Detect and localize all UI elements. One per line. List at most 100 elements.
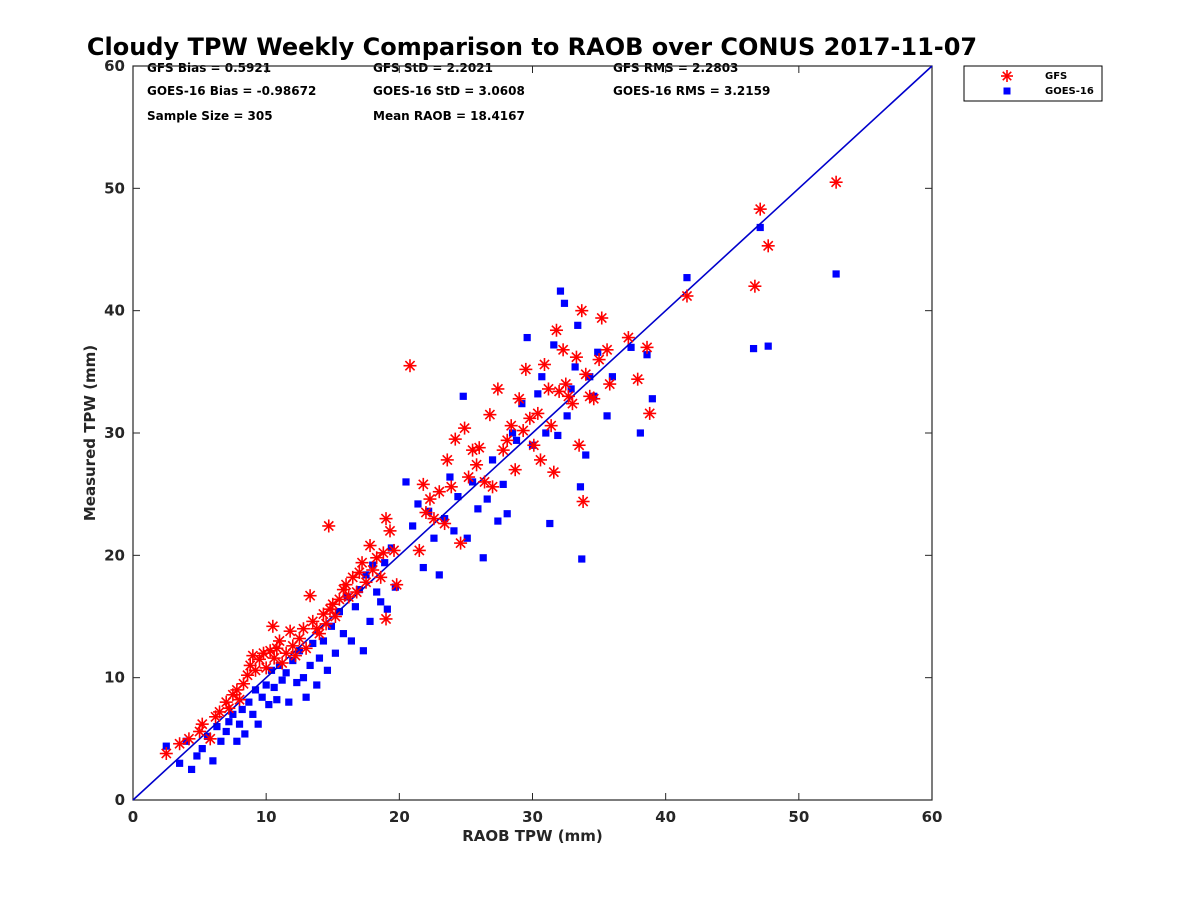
- goes16-point: [213, 723, 221, 731]
- gfs-point: [533, 453, 547, 467]
- gfs-point: [496, 443, 510, 457]
- goes16-point: [474, 505, 482, 513]
- goes16-point: [538, 373, 546, 381]
- goes16-point: [262, 681, 270, 689]
- gfs-point: [569, 350, 583, 364]
- gfs-point: [559, 377, 573, 391]
- gfs-point: [303, 589, 317, 603]
- gfs-point: [500, 433, 514, 447]
- goes16-point: [238, 705, 246, 714]
- goes16-point: [749, 344, 758, 353]
- gfs-point: [631, 372, 645, 386]
- gfs-point: [438, 517, 452, 531]
- gfs-point: [519, 362, 533, 376]
- stat-text: GFS RMS = 2.2803: [613, 61, 738, 75]
- goes16-point: [419, 563, 427, 572]
- gfs-point: [470, 458, 484, 472]
- goes16-point: [582, 451, 590, 459]
- gfs-point: [523, 411, 537, 425]
- goes16-point: [483, 495, 491, 503]
- goes16-point: [265, 700, 273, 709]
- plot-area: 0 10 20 30 40 50 60 0 10 20 30 40 50 60: [104, 57, 942, 826]
- goes16-point: [459, 392, 467, 400]
- gfs-point: [603, 377, 617, 391]
- gfs-point: [472, 441, 486, 455]
- legend-goes16-marker: [1003, 87, 1011, 95]
- gfs-point: [319, 617, 333, 631]
- goes16-point: [586, 373, 594, 381]
- gfs-point: [249, 663, 263, 677]
- gfs-point: [374, 570, 388, 584]
- goes16-point: [546, 519, 554, 528]
- gfs-point: [680, 289, 694, 303]
- goes16-point: [494, 517, 502, 525]
- goes16-point: [383, 605, 391, 613]
- gfs-point: [416, 477, 430, 491]
- y-tick-label: 40: [104, 302, 125, 320]
- gfs-point: [326, 597, 340, 611]
- goes16-point: [425, 507, 433, 515]
- gfs-point: [328, 610, 342, 623]
- gfs-point: [342, 590, 356, 604]
- gfs-point: [355, 556, 369, 570]
- goes16-point: [327, 622, 336, 630]
- goes16-point: [251, 686, 260, 694]
- stat-text: GFS StD = 2.2021: [373, 61, 493, 75]
- gfs-point: [621, 331, 635, 345]
- goes16-point: [339, 630, 348, 638]
- goes16-point: [523, 333, 531, 342]
- gfs-point: [379, 612, 393, 626]
- legend-goes16-label: GOES-16: [1045, 86, 1094, 97]
- x-tick-label: 40: [655, 808, 676, 826]
- goes16-point: [377, 598, 385, 606]
- x-tick-label: 0: [128, 808, 138, 826]
- goes16-point: [313, 681, 321, 689]
- goes16-point: [578, 555, 586, 563]
- goes16-point: [430, 534, 438, 542]
- goes16-point: [446, 473, 454, 481]
- gfs-point: [491, 382, 505, 396]
- gfs-point: [272, 634, 286, 648]
- gfs-point: [246, 649, 260, 663]
- x-tick-label: 20: [389, 808, 410, 826]
- goes16-point: [463, 534, 471, 542]
- y-tick-label: 30: [104, 424, 125, 442]
- gfs-point: [544, 419, 558, 433]
- goes16-point: [254, 720, 262, 728]
- goes16-point: [293, 678, 301, 687]
- gfs-point: [182, 732, 196, 746]
- goes16-point: [162, 742, 170, 750]
- gfs-point: [640, 340, 654, 354]
- goes16-point: [414, 500, 422, 508]
- y-tick-label: 10: [104, 669, 125, 687]
- goes16-point: [560, 299, 569, 307]
- gfs-point: [173, 737, 187, 751]
- gfs-point: [512, 392, 526, 406]
- goes16-point: [187, 765, 196, 774]
- goes16-point: [518, 400, 526, 408]
- goes16-point: [351, 603, 359, 611]
- goes16-point: [258, 693, 266, 701]
- gfs-point: [350, 585, 364, 599]
- x-tick-label: 50: [788, 808, 809, 826]
- gfs-point: [423, 492, 437, 506]
- gfs-point: [316, 607, 330, 621]
- goes16-point: [193, 752, 201, 760]
- gfs-point: [387, 543, 401, 557]
- gfs-point: [370, 551, 384, 565]
- goes16-point: [225, 718, 233, 726]
- goes16-point: [571, 363, 579, 371]
- goes16-point: [245, 698, 253, 706]
- gfs-point: [516, 424, 530, 438]
- gfs-point: [412, 543, 426, 557]
- gfs-point: [419, 506, 433, 520]
- gfs-point: [366, 563, 380, 577]
- gfs-point: [448, 432, 462, 446]
- goes16-point: [273, 696, 281, 704]
- gfs-point: [283, 624, 297, 638]
- goes16-point: [648, 395, 656, 403]
- goes16-point: [409, 522, 417, 530]
- gfs-point: [359, 575, 373, 589]
- gfs-point: [556, 343, 570, 357]
